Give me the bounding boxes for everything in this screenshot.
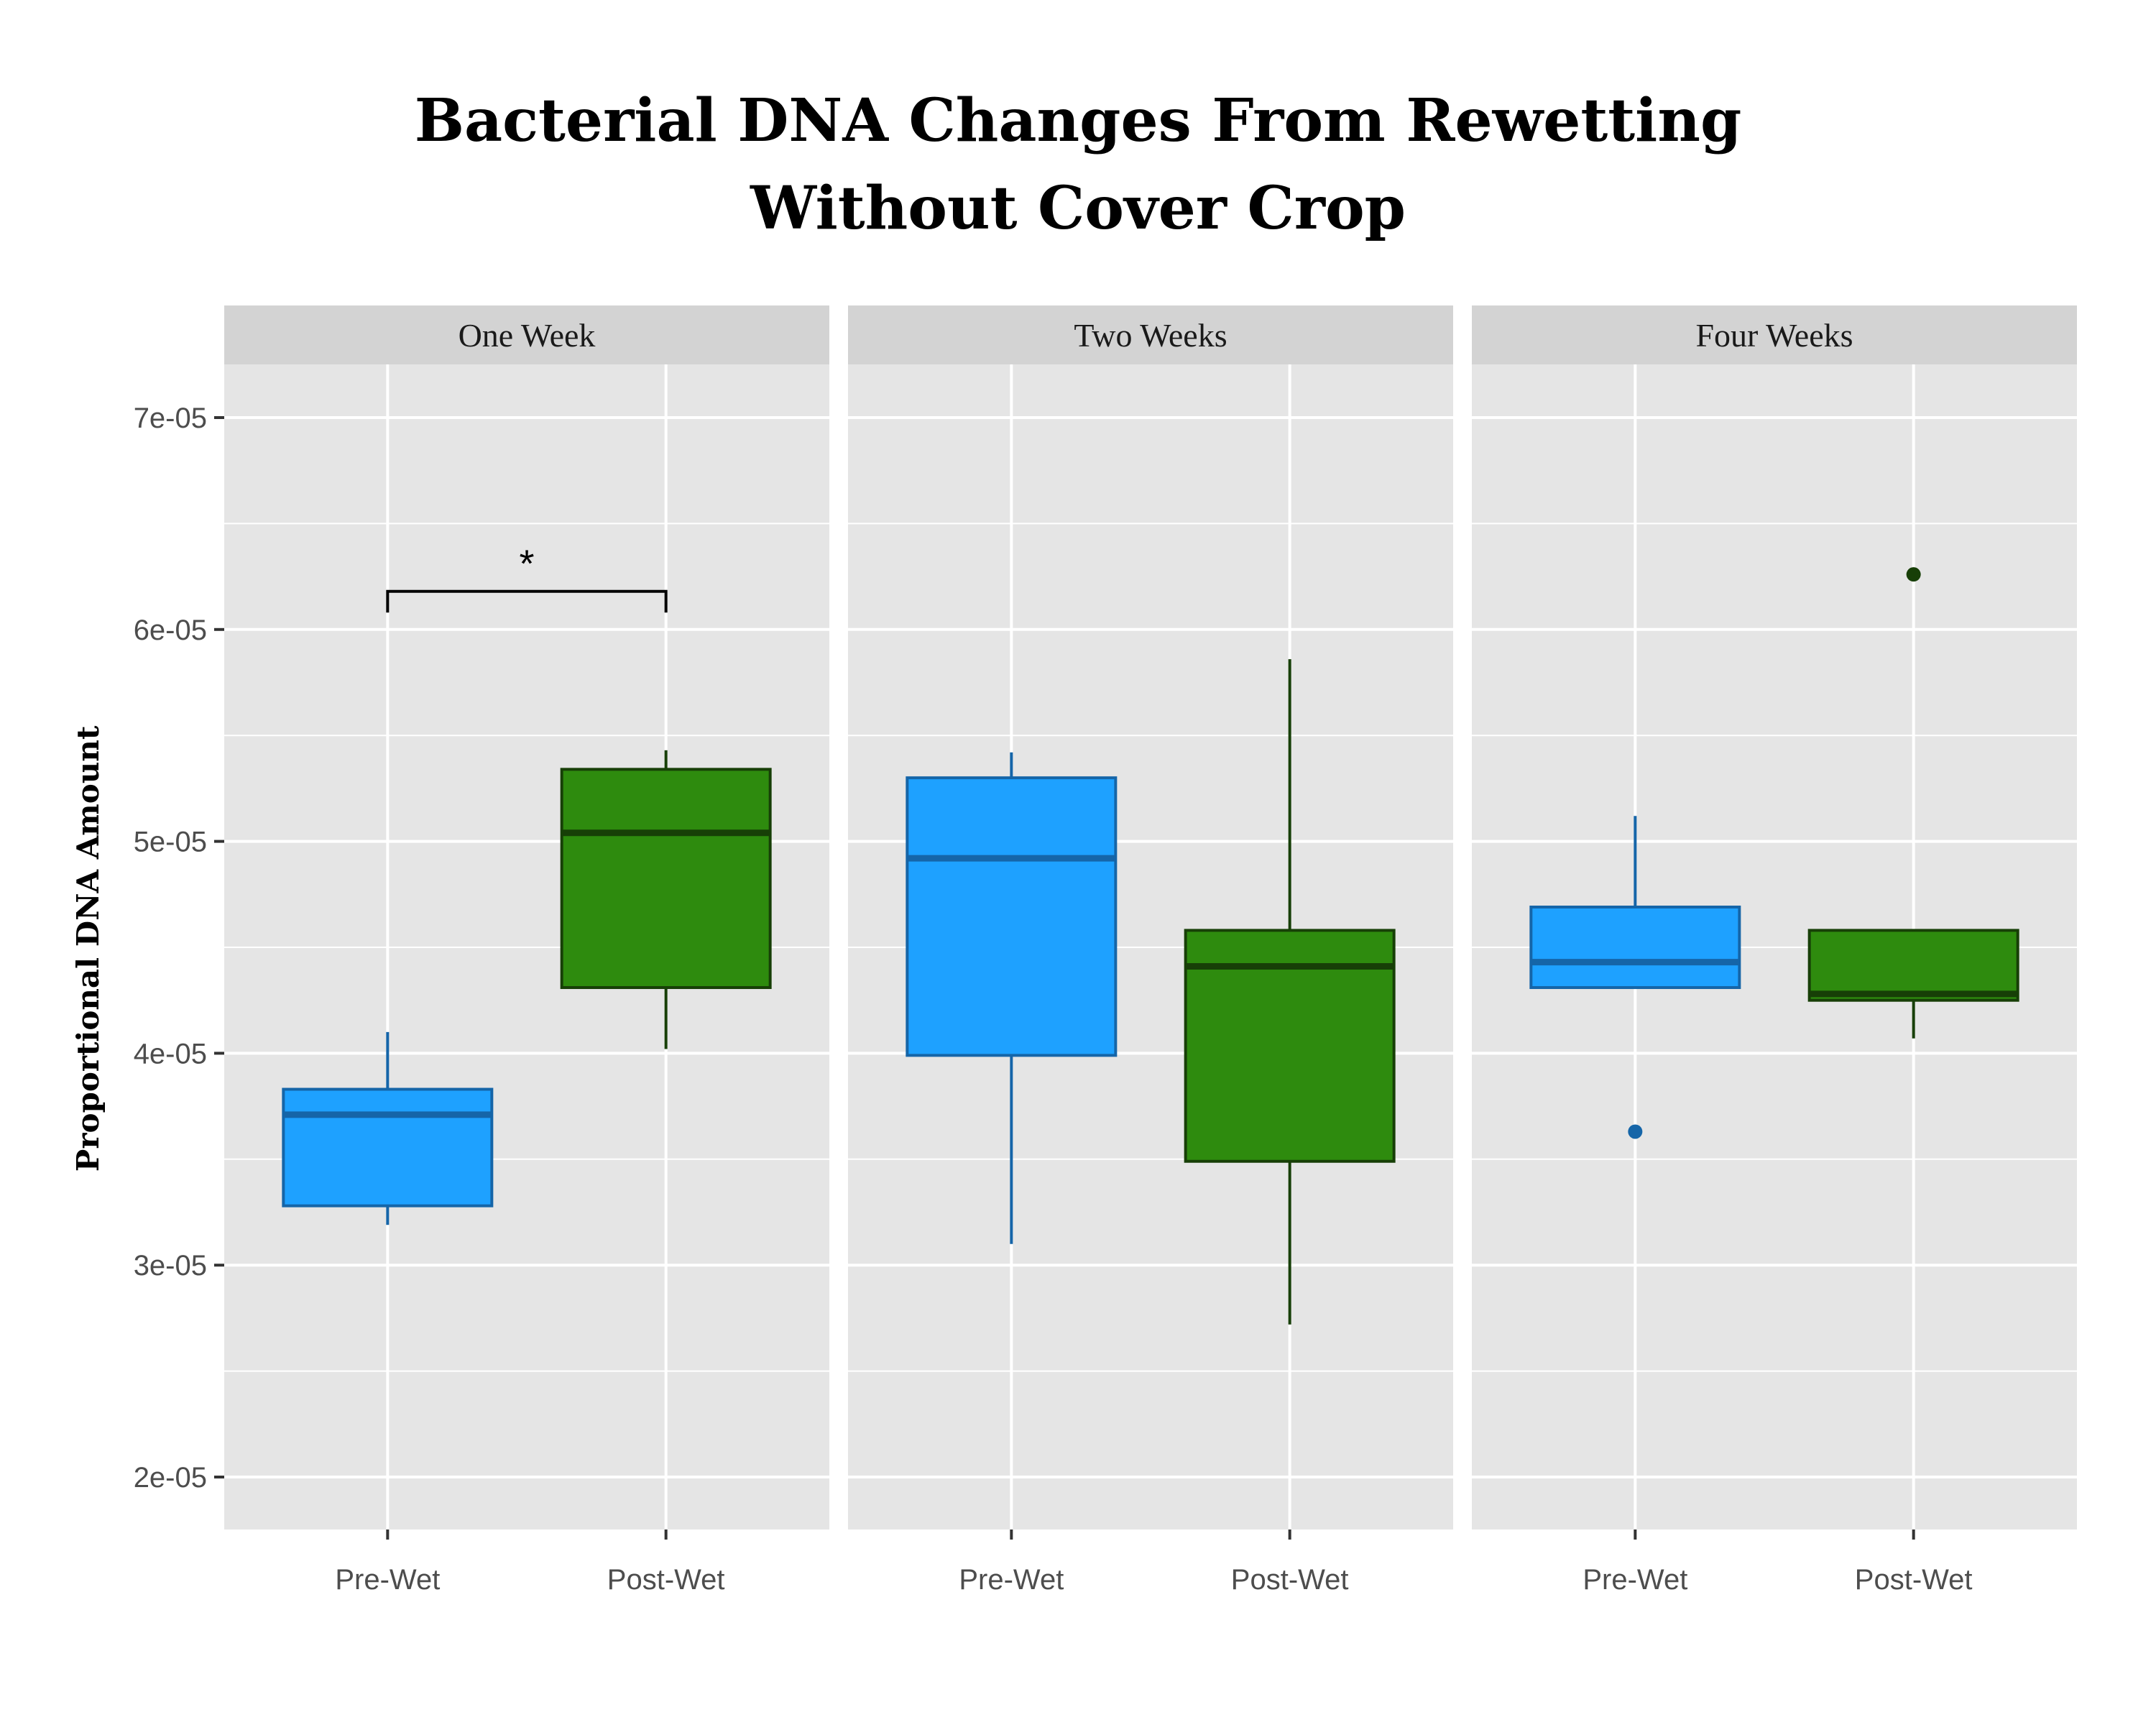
box-pre-wet (282, 1087, 494, 1208)
box-post-wet (1807, 929, 2019, 1002)
facet-strip-3 (1472, 305, 2077, 364)
facet-strip-label: One Week (459, 317, 596, 354)
x-tick-label: Post-Wet (1855, 1564, 1973, 1596)
y-axis-label: Proportional DNA Amount (70, 725, 106, 1172)
facet-strip-label: Four Weeks (1695, 317, 1853, 354)
x-tick-label: Pre-Wet (1583, 1564, 1687, 1596)
chart-title-line-2: Without Cover Crop (750, 174, 1406, 243)
facet-strip-label: Two Weeks (1074, 317, 1227, 354)
chart-title-line-1: Bacterial DNA Changes From Rewetting (414, 86, 1742, 155)
facet-strip-2 (848, 305, 1453, 364)
box-pre-wet (906, 776, 1118, 1057)
y-tick-label: 5e-05 (134, 827, 207, 858)
outlier-point (1628, 1124, 1643, 1139)
x-tick-label: Pre-Wet (335, 1564, 440, 1596)
significance-bracket (386, 589, 668, 613)
y-tick-label: 2e-05 (134, 1462, 207, 1494)
y-tick-label: 7e-05 (134, 402, 207, 434)
y-tick-label: 6e-05 (134, 615, 207, 646)
x-tick-label: Pre-Wet (959, 1564, 1064, 1596)
box-post-wet (560, 768, 772, 990)
x-tick-label: Post-Wet (607, 1564, 725, 1596)
outlier-point (1906, 567, 1921, 582)
y-tick-label: 3e-05 (134, 1250, 207, 1282)
significance-label: * (519, 543, 534, 586)
box-pre-wet (1529, 905, 1741, 990)
y-tick-label: 4e-05 (134, 1038, 207, 1070)
facet-strip-1 (224, 305, 829, 364)
x-tick-label: Post-Wet (1231, 1564, 1349, 1596)
